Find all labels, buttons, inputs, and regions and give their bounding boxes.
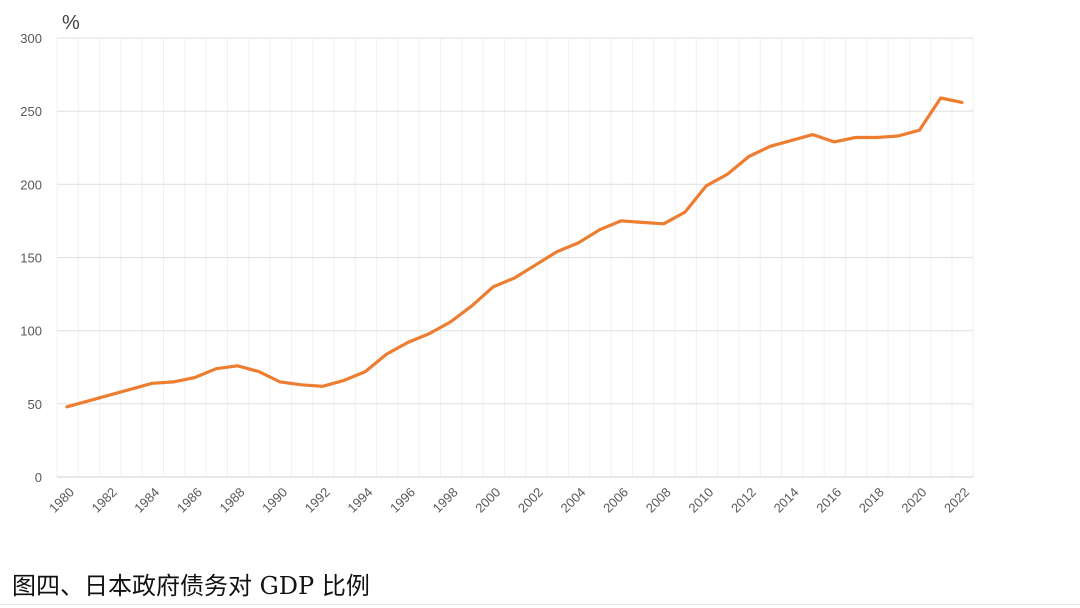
x-tick-label: 2008 [643, 485, 674, 516]
x-tick-label: 1988 [217, 485, 248, 516]
x-tick-label: 2004 [557, 485, 588, 516]
y-axis-unit-label: % [62, 12, 80, 34]
y-tick-label: 300 [20, 31, 42, 46]
x-tick-label: 1990 [259, 485, 290, 516]
y-tick-label: 0 [35, 470, 42, 485]
horizontal-gridlines [57, 37, 973, 478]
y-tick-label: 250 [20, 104, 42, 119]
x-tick-label: 2020 [898, 485, 929, 516]
x-tick-label: 1998 [430, 485, 461, 516]
x-tick-label: 2006 [600, 485, 631, 516]
y-tick-label: 150 [20, 251, 42, 266]
divider [0, 604, 1080, 605]
x-tick-label: 2002 [515, 485, 546, 516]
x-tick-label: 1984 [131, 485, 162, 516]
x-tick-label: 1986 [174, 485, 205, 516]
x-tick-label: 2014 [771, 485, 802, 516]
x-tick-label: 2012 [728, 485, 759, 516]
x-tick-label: 2000 [472, 485, 503, 516]
x-tick-label: 1982 [89, 485, 120, 516]
x-tick-label: 1996 [387, 485, 418, 516]
y-axis-ticks: 0 50 100 150 200 250 300 [20, 31, 42, 485]
y-tick-label: 50 [28, 397, 42, 412]
x-axis-ticks: 1980 1982 1984 1986 1988 1990 1992 1994 1996 1998… [46, 485, 972, 516]
series-line [65, 96, 964, 409]
x-tick-label: 2016 [813, 485, 844, 516]
x-tick-label: 2018 [856, 485, 887, 516]
y-tick-label: 100 [20, 324, 42, 339]
x-tick-label: 1980 [46, 485, 77, 516]
y-tick-label: 200 [20, 177, 42, 192]
series-points [66, 97, 963, 407]
x-tick-label: 1994 [344, 485, 375, 516]
x-tick-label: 1992 [302, 485, 333, 516]
x-tick-label: 2010 [685, 485, 716, 516]
x-tick-label: 2022 [941, 485, 972, 516]
figure-caption: 图四、日本政府债务对 GDP 比例 [12, 572, 370, 600]
